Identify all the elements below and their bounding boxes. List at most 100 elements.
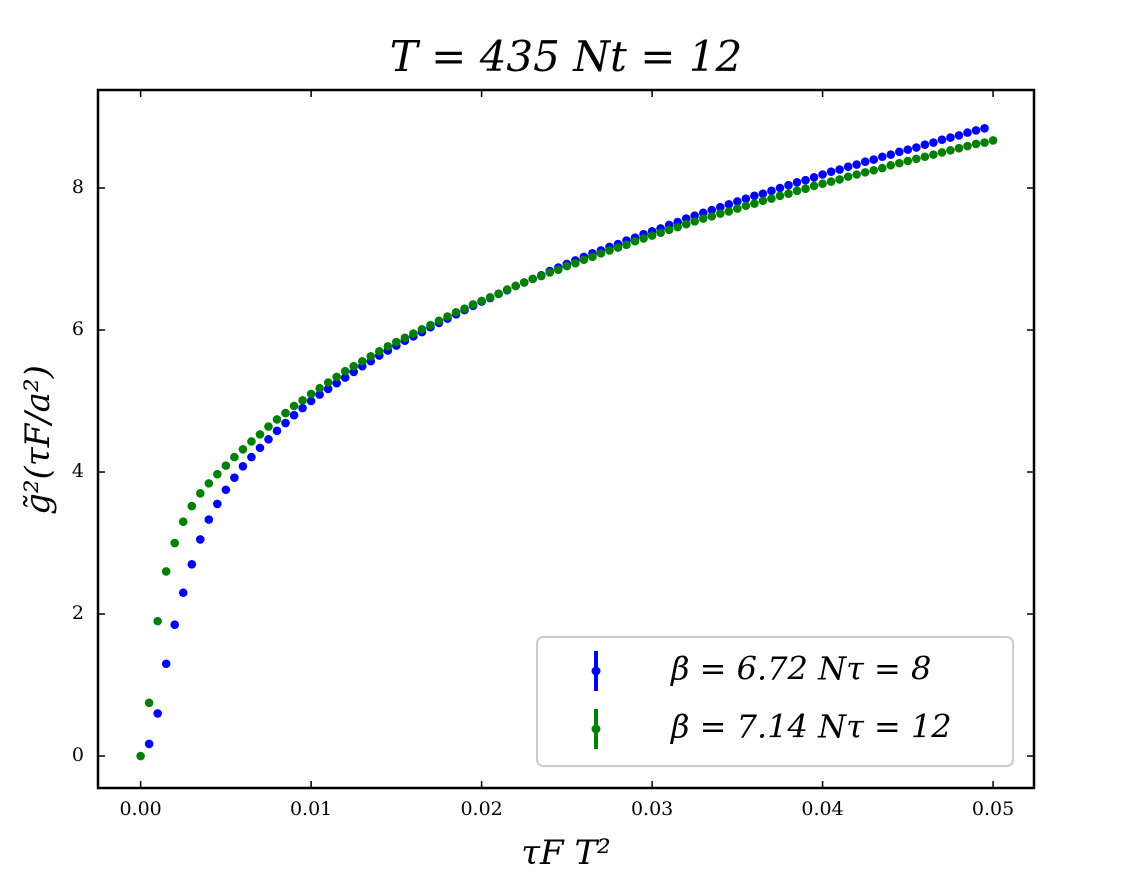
data-point: [502, 285, 512, 294]
data-point: [153, 616, 162, 626]
data-point: [161, 659, 171, 669]
data-point: [664, 225, 674, 235]
data-point: [605, 246, 614, 255]
data-point: [238, 444, 248, 454]
data-point: [622, 240, 631, 250]
data-point: [272, 426, 282, 436]
legend-marker: [591, 724, 601, 734]
data-point: [869, 155, 879, 164]
data-point: [903, 145, 913, 154]
data-point: [843, 162, 853, 171]
y-tick-label: 6: [72, 318, 84, 340]
data-point: [801, 184, 810, 193]
data-point: [767, 186, 776, 196]
data-point: [400, 333, 410, 343]
data-point: [170, 538, 180, 548]
data-point: [528, 274, 538, 284]
legend-label: β = 6.72 Nτ = 8: [670, 650, 931, 688]
data-point: [443, 312, 452, 321]
data-point: [912, 143, 921, 152]
data-point: [230, 452, 239, 462]
data-point: [340, 373, 350, 382]
data-point: [784, 180, 793, 190]
data-point: [963, 128, 972, 137]
data-point: [434, 316, 444, 326]
data-point: [784, 189, 793, 198]
data-point: [195, 489, 205, 498]
data-point: [213, 469, 222, 479]
data-point: [690, 217, 700, 226]
data-point: [213, 499, 222, 509]
y-axis-label: g̃²(τF/a²): [18, 365, 58, 515]
data-point: [468, 300, 478, 309]
data-point: [818, 170, 827, 179]
data-point: [954, 131, 964, 140]
data-point: [332, 378, 341, 388]
data-point: [801, 175, 810, 185]
data-point: [230, 473, 239, 482]
data-point: [937, 148, 947, 157]
data-point: [178, 517, 188, 527]
data-point: [835, 165, 844, 174]
x-tick-label: 0.03: [631, 798, 673, 820]
data-point: [519, 278, 529, 287]
data-point: [630, 236, 640, 246]
data-point: [920, 152, 930, 162]
data-point: [963, 141, 972, 151]
data-point: [247, 437, 256, 446]
data-point: [298, 396, 307, 405]
data-point: [161, 567, 171, 576]
data-point: [792, 178, 802, 187]
data-point: [178, 588, 188, 598]
data-point: [929, 150, 938, 159]
x-tick-label: 0.02: [460, 798, 502, 820]
data-point: [460, 304, 469, 314]
y-tick-label: 4: [72, 460, 84, 482]
data-point: [758, 196, 768, 206]
data-point: [579, 255, 589, 265]
data-point: [306, 389, 316, 399]
data-point: [554, 265, 563, 274]
data-point: [707, 212, 717, 221]
y-tick-label: 2: [72, 602, 84, 624]
data-point: [980, 124, 989, 133]
data-point: [886, 150, 896, 159]
data-point: [409, 329, 418, 338]
data-point: [681, 219, 691, 229]
data-point: [877, 152, 887, 162]
data-point: [826, 177, 836, 186]
data-point: [357, 356, 367, 366]
data-point: [187, 560, 197, 569]
data-point: [349, 361, 359, 371]
data-point: [144, 698, 154, 708]
data-point: [187, 501, 197, 511]
data-point: [281, 418, 290, 428]
data-point: [315, 390, 324, 399]
data-point: [562, 261, 572, 271]
data-point: [860, 168, 870, 177]
data-point: [980, 138, 989, 147]
data-point: [221, 485, 231, 495]
data-point: [545, 268, 555, 277]
data-point: [792, 186, 802, 196]
data-point: [153, 709, 162, 718]
data-point: [673, 222, 682, 232]
data-point: [886, 160, 896, 170]
data-point: [392, 337, 401, 347]
data-point: [724, 200, 734, 209]
data-point: [596, 249, 606, 258]
data-point: [971, 139, 981, 149]
data-point: [903, 156, 913, 166]
data-point: [767, 194, 776, 203]
data-point: [946, 133, 955, 142]
data-point: [954, 143, 964, 153]
x-axis-label: τF T²: [521, 833, 611, 873]
data-point: [715, 209, 725, 218]
x-tick-label: 0.01: [290, 798, 332, 820]
data-point: [835, 175, 844, 184]
data-point: [272, 415, 282, 424]
data-point: [306, 396, 316, 406]
data-point: [426, 320, 435, 330]
data-point: [741, 201, 751, 211]
